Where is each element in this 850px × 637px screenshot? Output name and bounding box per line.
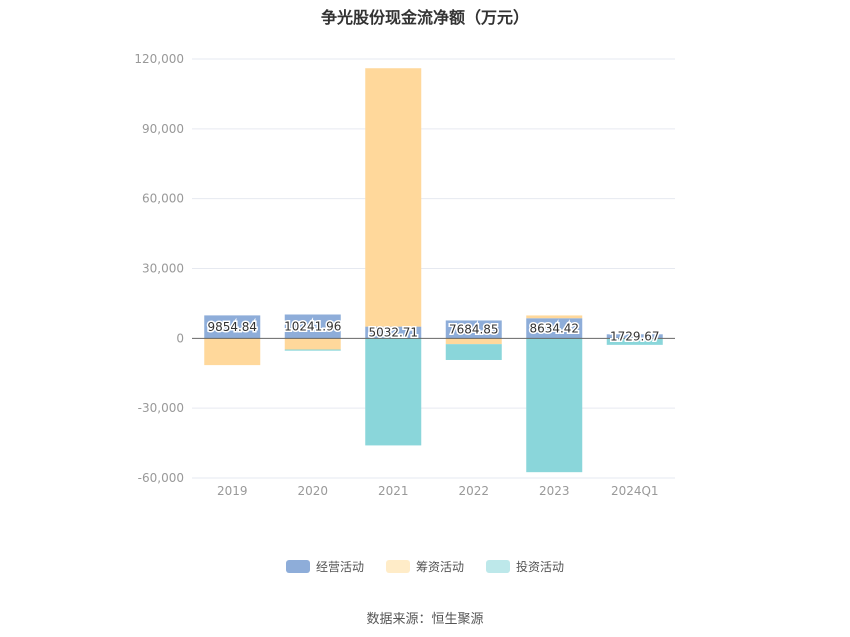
bar-operating <box>526 318 583 339</box>
y-tick-label: -60,000 <box>138 471 184 485</box>
bar-investing <box>445 344 502 360</box>
data-label: 1729.67 <box>610 329 660 343</box>
grid-lines <box>192 58 675 479</box>
y-tick-label: 90,000 <box>142 122 184 136</box>
bar-operating <box>365 326 422 339</box>
bar-financing <box>204 338 261 366</box>
legend-swatch <box>385 560 410 573</box>
chart-title: 争光股份现金流净额（万元） <box>320 8 529 27</box>
y-tick-label: 60,000 <box>142 192 184 206</box>
legend-item-operating[interactable]: 经营活动 <box>285 558 364 575</box>
bar-investing <box>606 338 663 345</box>
x-tick-label: 2020 <box>297 484 328 498</box>
data-label: 7684.85 <box>449 322 499 336</box>
legend-swatch <box>486 560 510 573</box>
legend-label: 筹资活动 <box>415 560 464 574</box>
x-tick-label: 2022 <box>458 484 489 498</box>
bar-financing <box>284 338 341 350</box>
legend-item-investing[interactable]: 投资活动 <box>486 558 564 575</box>
x-tick-label: 2023 <box>539 484 570 498</box>
bar-financing <box>526 315 583 319</box>
chart-legend: 经营活动 筹资活动 投资活动 <box>0 558 850 575</box>
bar-investing <box>284 349 341 351</box>
bar-financing <box>445 338 502 345</box>
legend-label: 经营活动 <box>315 560 364 574</box>
bar-operating <box>606 334 663 339</box>
data-source: 数据来源：恒生聚源 <box>366 612 484 627</box>
bar-layer <box>204 68 663 473</box>
y-tick-label: 30,000 <box>142 262 184 276</box>
chart-plot: 120,000 90,000 60,000 30,000 0 -30,000 -60,000… <box>134 52 675 498</box>
axis-layer: 120,000 90,000 60,000 30,000 0 -30,000 -60,000… <box>134 52 675 498</box>
y-tick-label: -30,000 <box>138 401 184 415</box>
bar-investing <box>526 338 583 473</box>
legend-label: 投资活动 <box>516 560 565 574</box>
data-label: 8634.42 <box>529 321 579 335</box>
legend-item-financing[interactable]: 筹资活动 <box>385 558 464 575</box>
bar-operating <box>445 320 502 339</box>
bar-investing <box>365 338 422 446</box>
legend-swatch <box>285 560 310 573</box>
data-label: 9854.84 <box>207 320 257 334</box>
y-tick-label: 0 <box>176 331 184 345</box>
data-label: 5032.71 <box>368 325 418 339</box>
x-tick-label: 2024Q1 <box>611 484 659 498</box>
bar-financing <box>365 68 422 327</box>
bar-operating <box>204 315 261 339</box>
data-label: 10241.96 <box>284 319 341 333</box>
bar-operating <box>284 314 341 339</box>
x-tick-label: 2019 <box>217 484 248 498</box>
data-label-layer: 9854.84 10241.96 5032.71 7684.85 8634.42 1729… <box>206 318 661 345</box>
y-tick-label: 120,000 <box>134 52 184 66</box>
x-tick-label: 2021 <box>378 484 409 498</box>
